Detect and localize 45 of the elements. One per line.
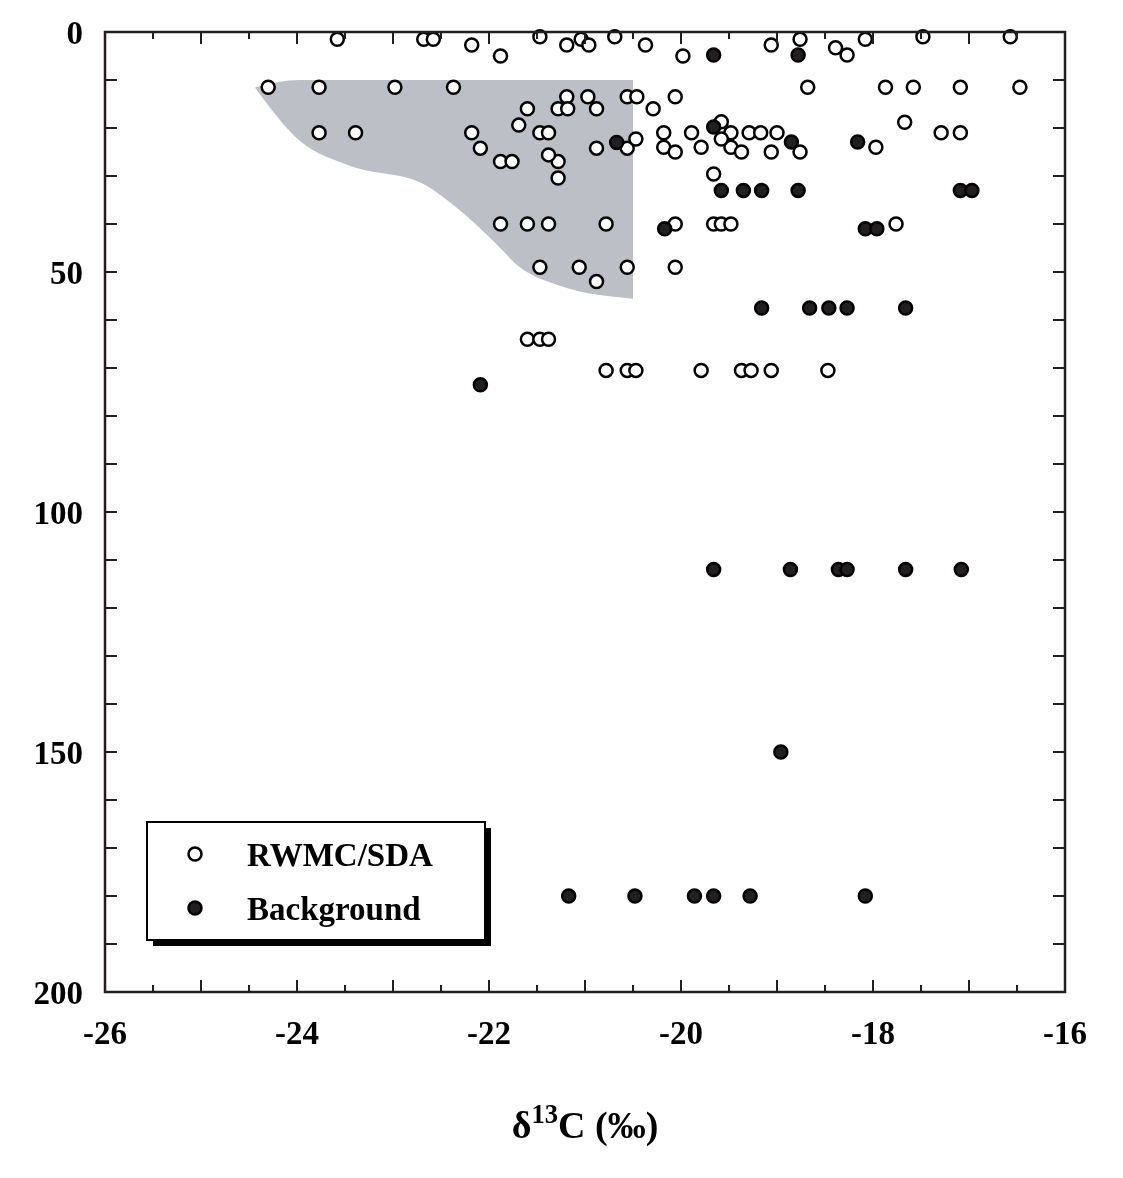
point bbox=[782, 561, 799, 578]
legend-label: Background bbox=[247, 890, 421, 927]
x-tick-label: -16 bbox=[1043, 1015, 1087, 1051]
point bbox=[839, 561, 855, 578]
point bbox=[705, 119, 722, 135]
point bbox=[783, 134, 800, 150]
point bbox=[857, 888, 874, 904]
x-tick-label: -20 bbox=[659, 1015, 703, 1051]
point bbox=[705, 561, 722, 578]
y-tick-label: 100 bbox=[33, 494, 83, 531]
y-tick-label: 200 bbox=[33, 974, 83, 1011]
x-tick-label: -26 bbox=[83, 1015, 127, 1051]
point bbox=[713, 182, 730, 199]
point bbox=[953, 561, 970, 578]
x-tick-label: -18 bbox=[851, 1015, 895, 1051]
point bbox=[753, 300, 770, 316]
point bbox=[656, 221, 673, 237]
point bbox=[735, 182, 752, 199]
point bbox=[897, 300, 914, 316]
point bbox=[849, 134, 866, 150]
point bbox=[790, 47, 806, 63]
y-tick-label: 150 bbox=[33, 734, 83, 771]
point bbox=[627, 888, 643, 904]
y-tick-label: 0 bbox=[66, 14, 83, 51]
point bbox=[801, 300, 818, 316]
point bbox=[821, 300, 837, 316]
point bbox=[560, 888, 577, 904]
y-tick-label: 50 bbox=[50, 254, 83, 291]
point bbox=[964, 182, 980, 199]
legend-label: RWMC/SDA bbox=[247, 836, 433, 873]
x-axis-title: δ$^{13}$C (‰) bbox=[511, 1099, 659, 1147]
point bbox=[790, 182, 806, 199]
point bbox=[705, 47, 722, 63]
point bbox=[705, 888, 722, 904]
point bbox=[839, 300, 855, 316]
point bbox=[773, 744, 789, 760]
point bbox=[608, 134, 625, 151]
x-tick-label: -24 bbox=[275, 1015, 319, 1051]
point bbox=[753, 182, 770, 199]
point bbox=[897, 561, 914, 578]
point bbox=[472, 377, 489, 393]
point bbox=[869, 221, 885, 237]
point bbox=[686, 888, 703, 904]
x-tick-label: -22 bbox=[467, 1015, 511, 1051]
point bbox=[742, 888, 758, 904]
